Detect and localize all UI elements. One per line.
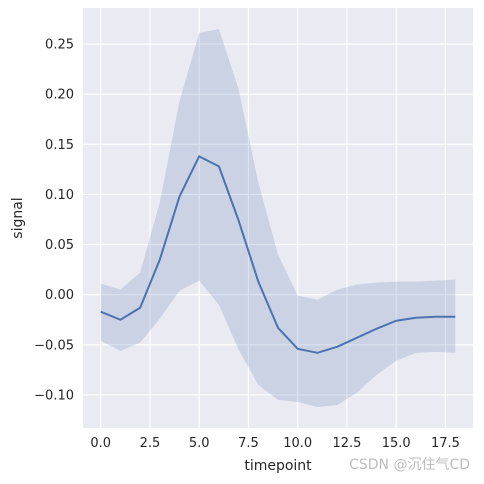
y-axis-label: signal xyxy=(10,197,26,238)
grid-lines xyxy=(83,8,473,428)
y-tick-label: 0.25 xyxy=(45,38,74,53)
y-tick-label: −0.10 xyxy=(34,388,74,403)
x-axis-label: timepoint xyxy=(244,458,312,474)
x-tick-label: 7.5 xyxy=(238,436,259,451)
plot-background xyxy=(83,8,473,428)
x-tick-label: 10.0 xyxy=(283,436,312,451)
x-tick-label: 5.0 xyxy=(189,436,210,451)
y-tick-label: 0.20 xyxy=(45,88,74,103)
y-tick-label: −0.05 xyxy=(34,338,74,353)
x-tick-label: 0.0 xyxy=(90,436,111,451)
x-tick-label: 12.5 xyxy=(332,436,361,451)
y-tick-label: 0.05 xyxy=(45,238,74,253)
y-tick-labels: −0.10 −0.05 0.00 0.05 0.10 0.15 0.20 0.25 xyxy=(34,38,74,404)
y-tick-label: 0.10 xyxy=(45,188,74,203)
confidence-band xyxy=(100,29,456,407)
x-tick-label: 15.0 xyxy=(382,436,411,451)
x-tick-labels: 0.0 2.5 5.0 7.5 10.0 12.5 15.0 17.5 xyxy=(90,436,460,451)
y-tick-label: 0.15 xyxy=(45,138,74,153)
y-tick-label: 0.00 xyxy=(45,288,74,303)
x-tick-label: 17.5 xyxy=(431,436,460,451)
x-tick-label: 2.5 xyxy=(140,436,161,451)
watermark: CSDN @沉住气CD xyxy=(349,457,470,473)
series-line xyxy=(100,155,456,354)
